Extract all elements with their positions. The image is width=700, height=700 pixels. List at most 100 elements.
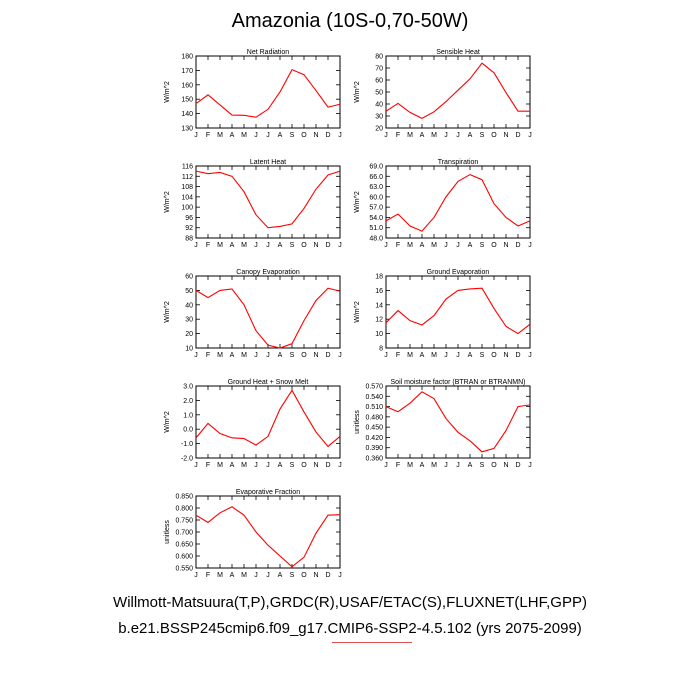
panel-title: Latent Heat xyxy=(250,159,286,166)
y-tick-label: 69.0 xyxy=(369,164,383,171)
month-tick-label: O xyxy=(491,462,497,469)
y-tick-label: 12 xyxy=(375,317,383,324)
month-tick-label: M xyxy=(407,352,413,359)
month-tick-label: F xyxy=(206,352,210,359)
plot-frame xyxy=(195,55,341,129)
month-tick-label: D xyxy=(515,132,520,139)
month-tick-label: S xyxy=(480,462,485,469)
y-tick-label: 0.800 xyxy=(175,506,193,513)
y-tick-label: 30 xyxy=(375,114,383,121)
case-name-caption: b.e21.BSSP245cmip6.f09_g17.CMIP6-SSP2-4.… xyxy=(118,620,582,637)
y-tick-label: 0.570 xyxy=(365,384,383,391)
month-tick-label: O xyxy=(301,242,307,249)
month-tick-label: A xyxy=(278,572,283,579)
y-tick-label: 160 xyxy=(181,82,193,89)
month-tick-label: S xyxy=(290,572,295,579)
month-tick-label: J xyxy=(444,132,448,139)
y-tick-label: 0.540 xyxy=(365,394,383,401)
month-tick-label: J xyxy=(266,572,270,579)
month-tick-label: N xyxy=(313,572,318,579)
month-tick-label: M xyxy=(217,242,223,249)
y-tick-label: 1.0 xyxy=(183,412,193,419)
y-tick-label: 48.0 xyxy=(369,236,383,243)
y-tick-label: 54.0 xyxy=(369,215,383,222)
month-tick-label: M xyxy=(407,132,413,139)
series-line xyxy=(385,62,530,120)
y-tick-label: 104 xyxy=(181,194,193,201)
y-tick-label: 16 xyxy=(375,288,383,295)
month-tick-label: J xyxy=(266,352,270,359)
month-tick-label: S xyxy=(480,132,485,139)
y-tick-label: 40 xyxy=(185,302,193,309)
month-tick-label: O xyxy=(301,572,307,579)
month-tick-label: F xyxy=(206,462,210,469)
month-tick-label: D xyxy=(515,462,520,469)
month-tick-label: D xyxy=(325,242,330,249)
y-tick-label: 10 xyxy=(375,331,383,338)
y-tick-label: 63.0 xyxy=(369,184,383,191)
month-tick-label: J xyxy=(444,242,448,249)
month-tick-label: M xyxy=(241,242,247,249)
y-axis-label: W/m^2 xyxy=(164,411,171,433)
month-tick-label: J xyxy=(384,132,388,139)
month-tick-label: O xyxy=(301,352,307,359)
month-tick-label: A xyxy=(278,132,283,139)
month-tick-label: A xyxy=(278,352,283,359)
month-tick-label: M xyxy=(407,462,413,469)
y-tick-label: 60.0 xyxy=(369,194,383,201)
month-tick-label: A xyxy=(230,132,235,139)
month-tick-label: J xyxy=(384,242,388,249)
month-tick-label: S xyxy=(480,242,485,249)
month-tick-label: S xyxy=(290,462,295,469)
month-tick-label: O xyxy=(491,352,497,359)
month-tick-label: J xyxy=(338,572,342,579)
month-tick-label: F xyxy=(206,132,210,139)
panel-title: Soil moisture factor (BTRAN or BTRANMN) xyxy=(391,379,526,386)
plot-frame xyxy=(195,385,341,459)
month-tick-label: D xyxy=(515,242,520,249)
month-tick-label: A xyxy=(468,132,473,139)
y-tick-label: 108 xyxy=(181,184,193,191)
y-tick-label: 0.510 xyxy=(365,404,383,411)
y-tick-label: 0.480 xyxy=(365,414,383,421)
month-tick-label: S xyxy=(290,242,295,249)
panel-title: Transpiration xyxy=(438,159,479,166)
y-tick-label: 2.0 xyxy=(183,398,193,405)
y-tick-label: 18 xyxy=(375,274,383,281)
panel-title: Sensible Heat xyxy=(436,49,480,56)
month-tick-label: N xyxy=(313,352,318,359)
y-tick-label: 0.750 xyxy=(175,518,193,525)
y-axis-label: W/m^2 xyxy=(164,191,171,213)
y-tick-label: 0.550 xyxy=(175,566,193,573)
month-tick-label: F xyxy=(206,572,210,579)
month-tick-label: J xyxy=(254,572,258,579)
month-tick-label: F xyxy=(206,242,210,249)
series-line xyxy=(195,506,341,568)
y-tick-label: 150 xyxy=(181,97,193,104)
y-tick-label: 130 xyxy=(181,126,193,133)
month-tick-label: J xyxy=(456,462,460,469)
y-tick-label: 92 xyxy=(185,225,193,232)
series-line xyxy=(385,391,531,453)
month-tick-label: A xyxy=(230,352,235,359)
month-tick-label: D xyxy=(515,352,520,359)
month-tick-label: J xyxy=(528,352,532,359)
month-tick-label: A xyxy=(468,352,473,359)
y-tick-label: 57.0 xyxy=(369,205,383,212)
month-tick-label: N xyxy=(503,352,508,359)
y-tick-label: 100 xyxy=(181,205,193,212)
month-tick-label: J xyxy=(528,242,532,249)
month-tick-label: F xyxy=(396,132,400,139)
series-line xyxy=(385,287,531,335)
month-tick-label: M xyxy=(431,242,437,249)
month-tick-label: S xyxy=(480,352,485,359)
y-tick-label: 116 xyxy=(182,164,193,171)
panel-title: Net Radiation xyxy=(247,49,290,56)
month-tick-label: J xyxy=(338,462,342,469)
y-tick-label: 0.700 xyxy=(175,530,193,537)
y-tick-label: 8 xyxy=(379,346,383,353)
y-tick-label: 0.850 xyxy=(175,494,193,501)
month-tick-label: J xyxy=(384,352,388,359)
y-tick-label: 50 xyxy=(375,90,383,97)
month-tick-label: J xyxy=(194,572,198,579)
